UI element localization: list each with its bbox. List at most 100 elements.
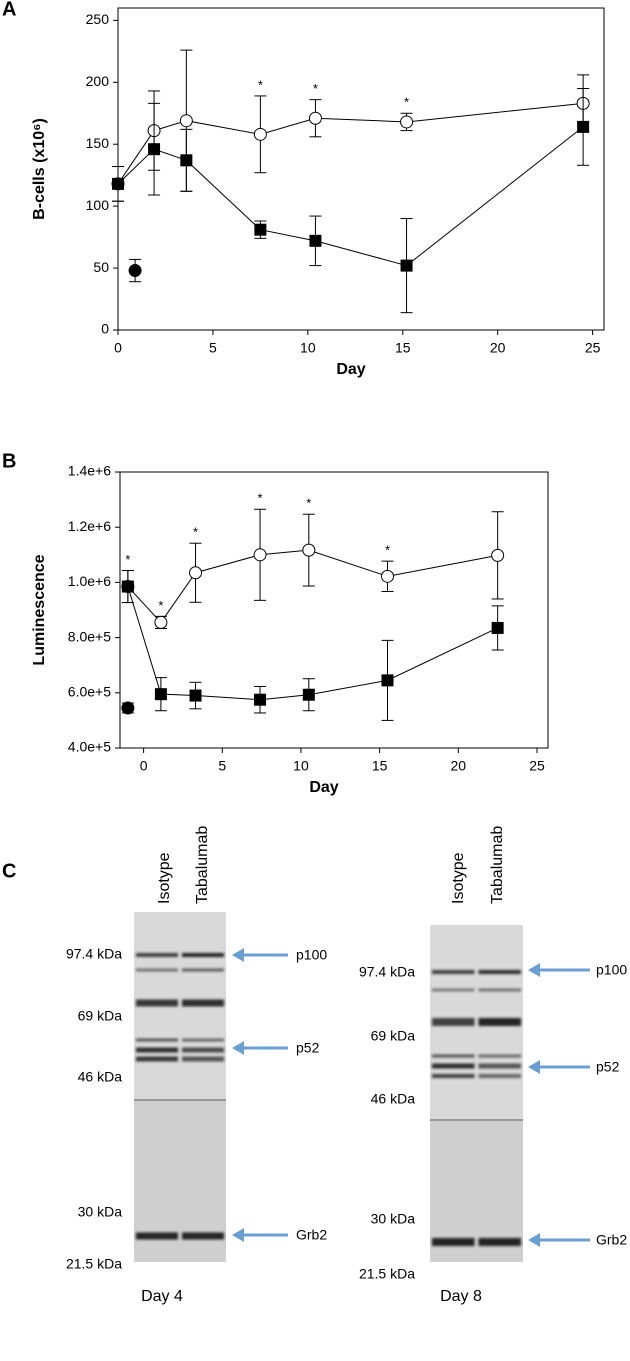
band-label: p100 (596, 962, 627, 978)
plot-frame (117, 7, 605, 331)
band (182, 1056, 224, 1062)
x-tick-label: 20 (451, 758, 467, 774)
x-tick-label: 5 (209, 340, 217, 356)
mw-marker: 97.4 kDa (66, 946, 122, 962)
significance-mark: * (404, 95, 409, 110)
square-marker (577, 120, 590, 133)
lane-label: Isotype (156, 852, 173, 904)
y-tick-label: 200 (86, 73, 110, 89)
y-tick-label: 1.0e+6 (68, 573, 111, 589)
y-axis-label: Luminescence (31, 554, 48, 665)
lane-label: Tabalumab (489, 826, 506, 904)
circle-marker (400, 115, 414, 129)
significance-mark: * (258, 77, 263, 92)
arrow-head (232, 1228, 244, 1242)
lane-label: Tabalumab (194, 826, 211, 904)
lane-label: Isotype (450, 852, 467, 904)
day-label: Day 8 (440, 1288, 482, 1305)
band (182, 1232, 224, 1240)
band (136, 953, 178, 957)
x-tick-label: 25 (585, 340, 601, 356)
mw-marker: 30 kDa (371, 1211, 416, 1227)
mw-marker: 46 kDa (78, 1069, 123, 1085)
significance-mark: * (306, 496, 311, 511)
band (182, 1047, 224, 1053)
band (432, 988, 475, 992)
band-label: Grb2 (596, 1232, 627, 1248)
panel-label: C (2, 860, 16, 882)
band-label: p52 (296, 1040, 320, 1056)
blot (134, 912, 226, 1262)
significance-mark: * (258, 491, 263, 506)
band-label: p100 (296, 947, 327, 963)
significance-mark: * (385, 543, 390, 558)
band (182, 1038, 224, 1042)
circle-marker (302, 543, 316, 557)
panel-label: B (2, 450, 16, 472)
circle-marker (253, 127, 267, 141)
y-tick-label: 4.0e+5 (68, 739, 111, 755)
band (478, 1074, 521, 1078)
square-marker (148, 143, 161, 156)
band (478, 1063, 521, 1069)
significance-mark: * (193, 525, 198, 540)
circle-marker (491, 548, 505, 562)
square-marker (309, 234, 322, 247)
arrow-head (528, 1233, 540, 1247)
circle-marker (253, 548, 267, 562)
band (182, 999, 224, 1007)
square-marker (491, 621, 504, 634)
square-marker (180, 154, 193, 167)
x-tick-label: 0 (140, 758, 148, 774)
circle-marker (189, 566, 203, 580)
square-marker (121, 580, 134, 593)
blot (430, 925, 523, 1262)
x-tick-label: 10 (300, 340, 316, 356)
arrow-head (232, 1041, 244, 1055)
x-tick-label: 0 (114, 340, 122, 356)
band (478, 988, 521, 992)
square-marker (189, 689, 202, 702)
y-tick-label: 250 (86, 11, 110, 27)
band (136, 1038, 178, 1042)
mw-marker: 69 kDa (371, 1028, 416, 1044)
square-marker (112, 177, 124, 190)
significance-mark: * (158, 598, 163, 613)
band (182, 968, 224, 972)
y-tick-label: 50 (93, 259, 109, 275)
band (478, 1238, 521, 1246)
y-tick-label: 100 (86, 197, 110, 213)
x-axis-label: Day (336, 361, 365, 378)
arrow-head (528, 1060, 540, 1074)
x-tick-label: 25 (529, 758, 545, 774)
mw-marker: 21.5 kDa (66, 1256, 122, 1272)
x-tick-label: 15 (372, 758, 388, 774)
band-label: Grb2 (296, 1227, 327, 1243)
band (432, 1063, 475, 1069)
series-line (117, 126, 584, 267)
band (478, 1054, 521, 1058)
square-marker (381, 674, 394, 687)
y-tick-label: 1.2e+6 (68, 518, 111, 534)
circle-marker (128, 264, 142, 278)
plot-frame (119, 471, 549, 749)
circle-marker (308, 111, 322, 125)
band (136, 1056, 178, 1062)
y-tick-label: 0 (101, 321, 109, 337)
y-tick-label: 6.0e+5 (68, 684, 111, 700)
mw-marker: 21.5 kDa (359, 1266, 415, 1282)
band (478, 970, 521, 974)
circle-marker (121, 701, 135, 715)
arrow-head (528, 963, 540, 977)
band (432, 1054, 475, 1058)
series-line (127, 586, 498, 701)
panel-label: A (2, 0, 16, 20)
mw-marker: 30 kDa (78, 1204, 123, 1220)
band (432, 1238, 475, 1246)
mw-marker: 97.4 kDa (359, 964, 415, 980)
mw-marker: 69 kDa (78, 1008, 123, 1024)
y-axis-label: B-cells (x10⁶) (31, 118, 48, 220)
x-tick-label: 20 (490, 340, 506, 356)
